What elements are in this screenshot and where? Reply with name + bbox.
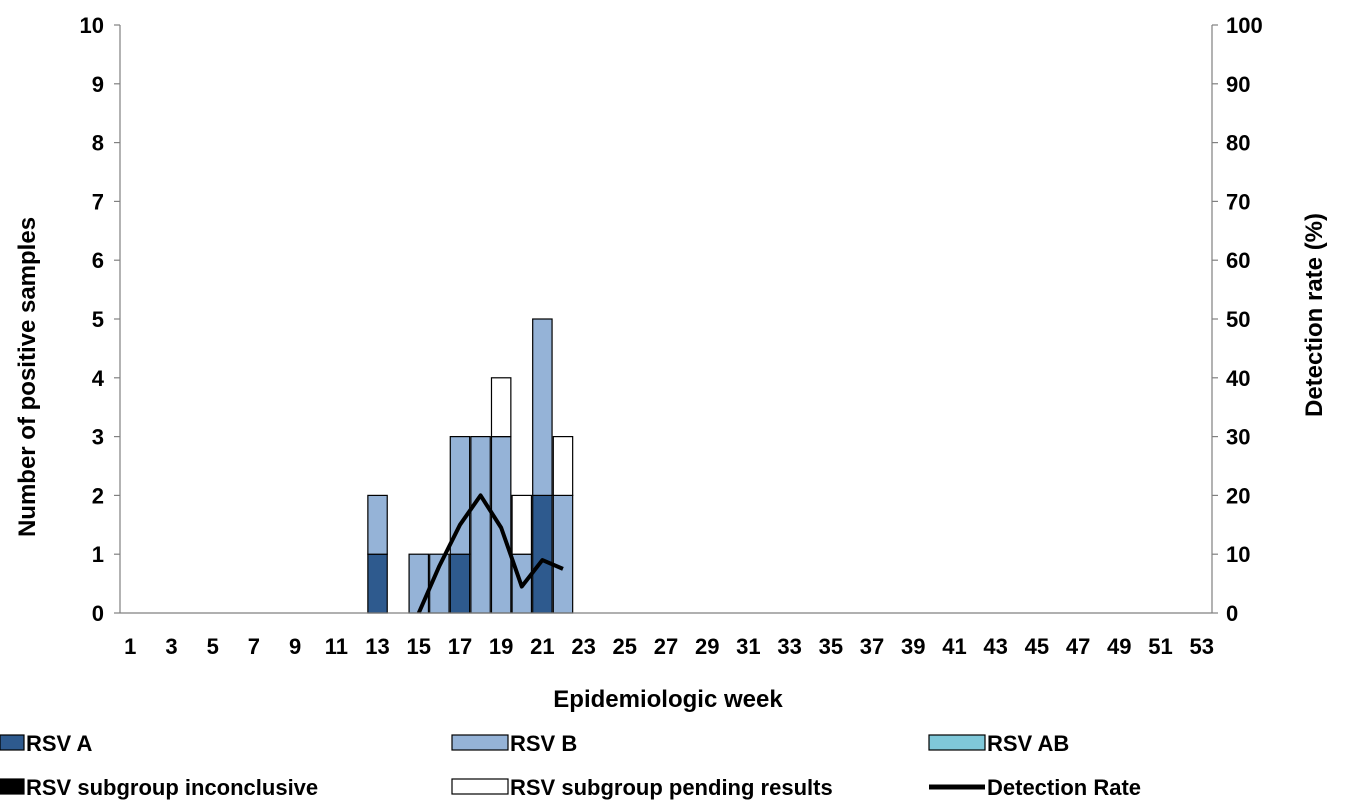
x-tick-label: 9 (289, 634, 301, 659)
y-tick-right-label: 90 (1226, 72, 1250, 97)
y-tick-right-label: 30 (1226, 425, 1250, 450)
bar-rsv-b-week-22 (552, 494, 574, 614)
bar-rsv-subgroup-pending-results-week-22 (552, 436, 574, 497)
legend-swatch-rsv-subgroup-inconclusive (0, 778, 25, 795)
bar-rsv-a-week-13 (367, 553, 388, 614)
y-tick-right-label: 0 (1226, 601, 1238, 626)
y-tick-left-label: 8 (92, 131, 104, 156)
bar-rsv-a-week-21 (532, 494, 553, 614)
y-tick-right-label: 100 (1226, 13, 1263, 38)
bar-rsv-a-week-17 (449, 553, 471, 614)
legend-label-rsv-a: RSV A (26, 731, 93, 756)
y-tick-left-label: 6 (92, 248, 104, 273)
detection-rate-line (416, 493, 564, 614)
x-tick-label: 33 (777, 634, 801, 659)
axes-layer (119, 25, 1213, 614)
bar-rsv-b-week-18 (470, 436, 491, 614)
y-tick-left-label: 2 (92, 483, 104, 508)
x-tick-label: 51 (1148, 634, 1172, 659)
x-tick-label: 47 (1066, 634, 1090, 659)
legend-label-detection-rate: Detection Rate (987, 775, 1141, 800)
x-tick-label: 53 (1189, 634, 1213, 659)
x-tick-label: 11 (325, 634, 348, 659)
x-tick-label: 31 (736, 634, 760, 659)
y-tick-left-label: 0 (92, 601, 104, 626)
x-tick-label: 19 (489, 634, 513, 659)
y-tick-right-label: 10 (1226, 542, 1250, 567)
bar-rsv-subgroup-pending-results-week-20 (511, 494, 533, 555)
bar-rsv-b-week-21 (532, 318, 553, 496)
bars-layer (367, 318, 574, 614)
x-tick-label: 41 (942, 634, 966, 659)
bar-rsv-b-week-17 (449, 436, 471, 555)
y-tick-left-label: 3 (92, 425, 104, 450)
x-tick-label: 45 (1025, 634, 1049, 659)
y-tick-right-label: 50 (1226, 307, 1250, 332)
x-tick-label: 27 (654, 634, 678, 659)
x-tick-label: 17 (448, 634, 472, 659)
x-tick-label: 21 (530, 634, 554, 659)
legend-label-rsv-subgroup-inconclusive: RSV subgroup inconclusive (26, 775, 318, 800)
x-tick-label: 7 (248, 634, 260, 659)
legend-swatch-rsv-subgroup-pending-results (451, 778, 509, 795)
bar-rsv-b-week-15 (408, 553, 430, 614)
y-tick-left-label: 10 (80, 13, 104, 38)
y-tick-left-label: 1 (92, 542, 104, 567)
x-tick-label: 13 (365, 634, 389, 659)
y-tick-left-label: 5 (92, 307, 104, 332)
x-tick-label: 43 (983, 634, 1007, 659)
line-layer (416, 493, 564, 614)
legend-swatch-rsv-b (451, 734, 509, 751)
x-tick-label: 3 (165, 634, 177, 659)
legend-swatch-rsv-a (0, 734, 25, 751)
x-axis-title: Epidemiologic week (553, 686, 783, 713)
legend-label-rsv-subgroup-pending-results: RSV subgroup pending results (510, 775, 833, 800)
y-tick-right-label: 20 (1226, 483, 1250, 508)
legend-label-rsv-ab: RSV AB (987, 731, 1069, 756)
x-tick-label: 15 (407, 634, 431, 659)
x-tick-label: 5 (207, 634, 219, 659)
x-tick-label: 35 (819, 634, 843, 659)
y-tick-left-label: 4 (92, 366, 105, 391)
x-tick-label: 1 (124, 634, 136, 659)
y-axis-title-left: Number of positive samples (14, 217, 41, 537)
legend-swatch-rsv-ab (928, 734, 986, 751)
x-tick-label: 29 (695, 634, 719, 659)
y-tick-right-label: 80 (1226, 131, 1250, 156)
y-tick-right-label: 60 (1226, 248, 1250, 273)
x-tick-label: 25 (613, 634, 637, 659)
x-tick-label: 39 (901, 634, 925, 659)
x-tick-label: 49 (1107, 634, 1131, 659)
y-tick-right-label: 70 (1226, 189, 1250, 214)
y-tick-right-label: 40 (1226, 366, 1250, 391)
y-tick-left-label: 7 (92, 189, 104, 214)
y-axis-title-right: Detection rate (%) (1301, 213, 1328, 417)
y-tick-left-label: 9 (92, 72, 104, 97)
legend-label-rsv-b: RSV B (510, 731, 577, 756)
bar-rsv-b-week-13 (367, 494, 388, 555)
bar-rsv-subgroup-pending-results-week-19 (490, 377, 512, 438)
x-tick-label: 37 (860, 634, 884, 659)
x-tick-label: 23 (571, 634, 595, 659)
legend: RSV A RSV B RSV AB RSV subgroup inconclusiv… (0, 731, 1141, 800)
